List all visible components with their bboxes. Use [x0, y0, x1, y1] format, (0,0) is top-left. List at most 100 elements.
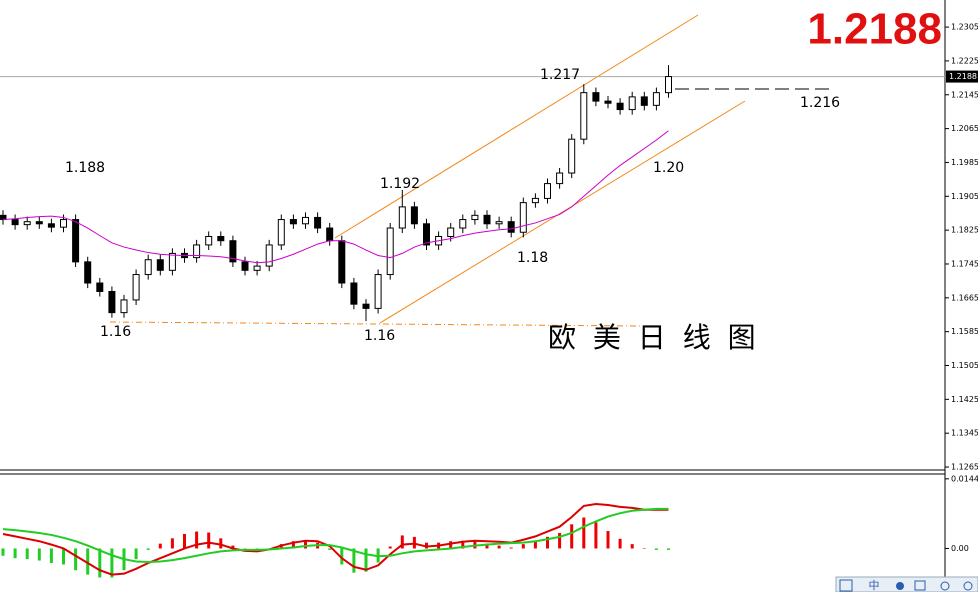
histogram-bar [86, 548, 90, 575]
toolbar-label[interactable]: 中 [869, 579, 880, 592]
y-tick-label: 1.2305 [951, 23, 978, 32]
histogram-bar [62, 548, 65, 565]
support-line [109, 321, 641, 327]
candle-body [350, 282, 358, 305]
candle-body [665, 76, 672, 94]
histogram-bar [340, 548, 344, 565]
histogram-bar [400, 535, 404, 549]
histogram-bar [304, 540, 307, 549]
last-price-box [946, 70, 978, 83]
candle-body [604, 100, 612, 104]
candle-body [217, 235, 225, 242]
candle-body [338, 240, 346, 284]
histogram-bar [49, 548, 53, 563]
histogram-bar [618, 538, 622, 549]
candle-body [544, 183, 551, 199]
histogram-bar [37, 548, 41, 561]
candle-body [652, 92, 660, 106]
histogram-bar [521, 544, 525, 549]
candle-body [265, 244, 273, 267]
histogram-bar [1, 548, 5, 556]
annotation: 1.188 [65, 160, 105, 176]
histogram-bar [594, 522, 598, 549]
macd-line [2, 507, 669, 564]
candle-body [362, 303, 370, 309]
annotation: 1.217 [540, 67, 580, 83]
y-tick-label: 1.1505 [951, 361, 978, 370]
y-tick-label: 0.00 [951, 544, 969, 553]
candle-body [568, 138, 576, 174]
candle-body [35, 221, 43, 225]
candle-body [229, 240, 237, 263]
candle-body [302, 216, 309, 225]
candle-body [289, 219, 297, 225]
histogram-bar [219, 538, 223, 549]
candle-body [11, 219, 19, 226]
y-tick-label: 1.1425 [951, 395, 978, 404]
histogram-bar [328, 548, 332, 550]
histogram-bar [352, 548, 356, 573]
histogram-bar [25, 548, 29, 560]
candle-body [616, 102, 624, 111]
y-tick-label: 1.1825 [951, 226, 978, 235]
histogram-bar [388, 546, 392, 549]
candle-body [132, 274, 140, 301]
channel-upper [334, 14, 699, 239]
channel-lower [379, 100, 746, 324]
annotation: 1.18 [517, 250, 548, 266]
candle-body [156, 259, 164, 271]
toolbar-icon[interactable] [839, 579, 853, 592]
toolbar-icon[interactable] [963, 581, 973, 591]
histogram-bar [582, 517, 586, 549]
candle-body [60, 219, 67, 228]
histogram-bar [98, 548, 102, 578]
histogram-bar [546, 536, 549, 549]
chart-title: 1.2188 [807, 5, 942, 54]
annotation: 欧 美 日 线 图 [548, 321, 760, 354]
candle-body [495, 221, 503, 225]
histogram-bar [170, 538, 174, 549]
candle-body [241, 261, 249, 271]
histogram-bar [509, 547, 513, 549]
candle-body [410, 206, 418, 225]
candle-body [423, 223, 430, 246]
histogram-bar [449, 541, 453, 549]
y-tick-label: 1.1905 [951, 192, 978, 201]
y-tick-label: 1.1345 [951, 429, 978, 438]
candle-body [326, 227, 334, 242]
toolbar-icon[interactable] [914, 580, 926, 591]
y-tick-label: 1.1985 [951, 158, 978, 167]
candle-body [108, 290, 116, 314]
candle-body [84, 261, 92, 284]
annotation: 1.16 [364, 328, 395, 344]
histogram-bar [485, 543, 489, 549]
histogram-bar [74, 548, 78, 571]
candle-body [253, 265, 261, 271]
candle-body [459, 219, 467, 229]
y-tick-label: 1.2225 [951, 56, 978, 65]
moving-average [2, 130, 669, 264]
histogram-bar [110, 548, 114, 578]
y-tick-label: 0.0144 [951, 474, 978, 483]
annotation: 1.16 [100, 324, 131, 340]
histogram-bar [558, 533, 562, 549]
histogram-bar [642, 548, 646, 549]
histogram-bar [461, 540, 465, 549]
toolbar-icon[interactable] [940, 581, 950, 591]
candle-body [168, 252, 176, 271]
annotation: 1.192 [380, 176, 420, 192]
y-tick-label: 1.1745 [951, 259, 978, 268]
histogram-bar [207, 532, 211, 549]
toolbar-icon[interactable] [896, 582, 904, 590]
candle-body [205, 235, 213, 246]
histogram-bar [158, 543, 162, 549]
y-tick-label: 1.1265 [951, 463, 978, 472]
annotation: 1.216 [800, 95, 840, 111]
candle-body [640, 96, 648, 106]
candle-body [72, 219, 80, 263]
y-tick-label: 1.1585 [951, 327, 978, 336]
histogram-bar [134, 548, 138, 560]
macd-line [2, 502, 669, 576]
